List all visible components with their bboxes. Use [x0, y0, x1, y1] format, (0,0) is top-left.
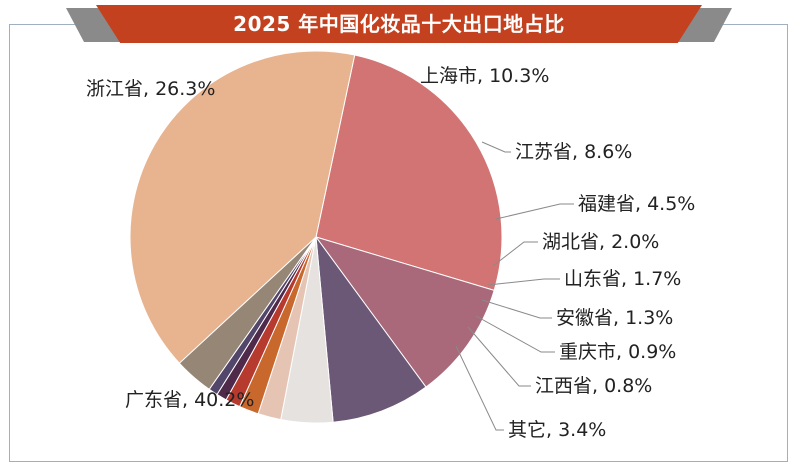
data-label-anhui: 安徽省, 1.3% [556, 307, 673, 329]
data-label-fujian: 福建省, 4.5% [578, 193, 695, 215]
leader-line-shandong [487, 278, 560, 286]
pie-slice-zhejiang [315, 54, 503, 292]
leader-line-jiangxi [467, 326, 531, 387]
leader-line-chongqing [475, 315, 555, 353]
data-label-hubei: 湖北省, 2.0% [542, 231, 659, 253]
chart-title: 2025 年中国化妆品十大出口地占比 [233, 12, 565, 36]
title-banner [96, 5, 702, 43]
leader-line-anhui [481, 299, 552, 319]
pie-slice-guangdong [129, 50, 356, 364]
data-label-chongqing: 重庆市, 0.9% [559, 341, 676, 363]
leader-line-hubei [492, 241, 538, 267]
data-label-shandong: 山东省, 1.7% [564, 268, 681, 290]
data-label-other: 其它, 3.4% [508, 419, 606, 441]
pie-slice-shanghai [314, 236, 495, 388]
pie-slice-jiangsu [315, 235, 427, 423]
leader-line-jiangsu [481, 141, 511, 153]
data-label-shanghai: 上海市, 10.3% [420, 65, 549, 87]
data-label-zhejiang: 浙江省, 26.3% [86, 78, 215, 100]
data-label-jiangsu: 江苏省, 8.6% [515, 141, 632, 163]
leader-line-other [455, 345, 504, 431]
leader-line-fujian [495, 203, 574, 220]
data-label-guangdong: 广东省, 40.2% [125, 389, 254, 411]
data-label-jiangxi: 江西省, 0.8% [535, 375, 652, 397]
